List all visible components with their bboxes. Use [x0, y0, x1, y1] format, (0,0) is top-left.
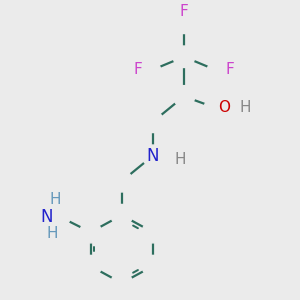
Circle shape [207, 60, 229, 82]
Text: H: H [239, 100, 250, 115]
Circle shape [142, 221, 164, 243]
Circle shape [173, 46, 195, 68]
Text: F: F [133, 62, 142, 77]
Text: N: N [40, 208, 52, 226]
Text: F: F [226, 62, 235, 77]
Circle shape [111, 170, 133, 192]
Text: O: O [218, 100, 230, 115]
Text: H: H [50, 192, 61, 207]
Circle shape [111, 204, 133, 226]
Circle shape [173, 12, 195, 34]
Circle shape [139, 60, 161, 82]
Circle shape [80, 221, 101, 243]
Circle shape [142, 255, 164, 277]
Circle shape [173, 85, 195, 107]
Circle shape [142, 111, 164, 133]
Text: F: F [180, 4, 188, 19]
Circle shape [111, 272, 133, 294]
Text: N: N [147, 147, 159, 165]
Text: H: H [174, 152, 185, 167]
Circle shape [49, 206, 70, 227]
Text: H: H [46, 226, 58, 242]
Circle shape [204, 97, 226, 118]
Circle shape [142, 145, 164, 167]
Circle shape [80, 255, 101, 277]
